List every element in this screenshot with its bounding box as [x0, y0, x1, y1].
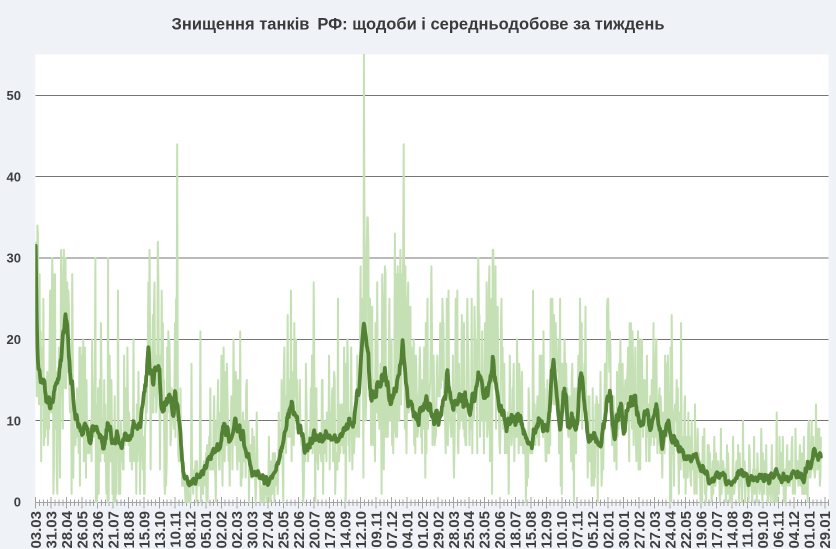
svg-text:03.03: 03.03: [28, 511, 45, 549]
svg-text:20: 20: [7, 332, 21, 347]
svg-text:01.02: 01.02: [415, 511, 432, 549]
svg-text:30.03: 30.03: [245, 511, 262, 549]
svg-text:08.12: 08.12: [183, 511, 200, 549]
svg-text:29.02: 29.02: [430, 511, 447, 549]
svg-text:27.04: 27.04: [260, 510, 277, 548]
svg-text:23.05: 23.05: [477, 511, 494, 549]
svg-text:40: 40: [7, 169, 21, 184]
svg-text:11.09: 11.09: [740, 511, 757, 548]
svg-text:20.07: 20.07: [307, 511, 324, 549]
svg-text:02.03: 02.03: [229, 511, 246, 549]
svg-text:13.10: 13.10: [152, 511, 169, 549]
svg-text:30: 30: [7, 251, 21, 266]
svg-text:31.03: 31.03: [44, 511, 61, 549]
svg-text:21.07: 21.07: [105, 511, 122, 549]
svg-text:07.12: 07.12: [384, 511, 401, 549]
svg-text:01.01: 01.01: [802, 511, 819, 549]
svg-text:09.10: 09.10: [755, 511, 772, 549]
svg-text:30.01: 30.01: [616, 511, 633, 549]
svg-text:02.01: 02.01: [601, 511, 618, 549]
svg-text:09.11: 09.11: [368, 511, 385, 548]
svg-text:07.11: 07.11: [570, 511, 587, 548]
svg-text:23.06: 23.06: [90, 511, 107, 549]
svg-text:10: 10: [7, 413, 21, 428]
svg-text:50: 50: [7, 88, 21, 103]
svg-text:10.11: 10.11: [167, 511, 184, 548]
svg-text:14.09: 14.09: [338, 511, 355, 549]
svg-text:28.03: 28.03: [446, 511, 463, 549]
svg-text:04.12: 04.12: [786, 511, 803, 549]
svg-text:02.02: 02.02: [214, 511, 231, 549]
svg-text:17.07: 17.07: [709, 511, 726, 549]
svg-text:22.05: 22.05: [678, 511, 695, 549]
svg-text:06.11: 06.11: [771, 511, 788, 548]
svg-text:17.08: 17.08: [322, 511, 339, 549]
svg-text:18.07: 18.07: [508, 511, 525, 549]
svg-text:12.09: 12.09: [539, 511, 556, 549]
svg-text:19.06: 19.06: [693, 511, 710, 549]
svg-text:05.12: 05.12: [585, 511, 602, 549]
svg-text:26.05: 26.05: [74, 511, 91, 549]
svg-text:20.06: 20.06: [492, 511, 509, 549]
svg-text:22.06: 22.06: [291, 511, 308, 549]
svg-text:14.08: 14.08: [724, 511, 741, 549]
svg-text:15.09: 15.09: [136, 511, 153, 549]
svg-text:28.04: 28.04: [59, 510, 76, 548]
svg-text:Знищення танків РФ: щодоби і: Знищення танків РФ: щодоби і середньодоб…: [172, 16, 665, 34]
svg-text:18.08: 18.08: [121, 511, 138, 549]
svg-text:27.02: 27.02: [631, 511, 648, 549]
svg-text:12.10: 12.10: [353, 511, 370, 549]
svg-text:25.04: 25.04: [461, 510, 478, 548]
svg-text:0: 0: [14, 495, 21, 510]
svg-text:10.10: 10.10: [554, 511, 571, 549]
svg-text:25.05: 25.05: [276, 511, 293, 549]
svg-text:04.01: 04.01: [399, 511, 416, 549]
svg-text:29.01: 29.01: [817, 511, 834, 549]
svg-text:15.08: 15.08: [523, 511, 540, 549]
svg-text:05.01: 05.01: [198, 511, 215, 549]
svg-text:27.03: 27.03: [647, 511, 664, 549]
svg-text:24.04: 24.04: [662, 510, 679, 548]
